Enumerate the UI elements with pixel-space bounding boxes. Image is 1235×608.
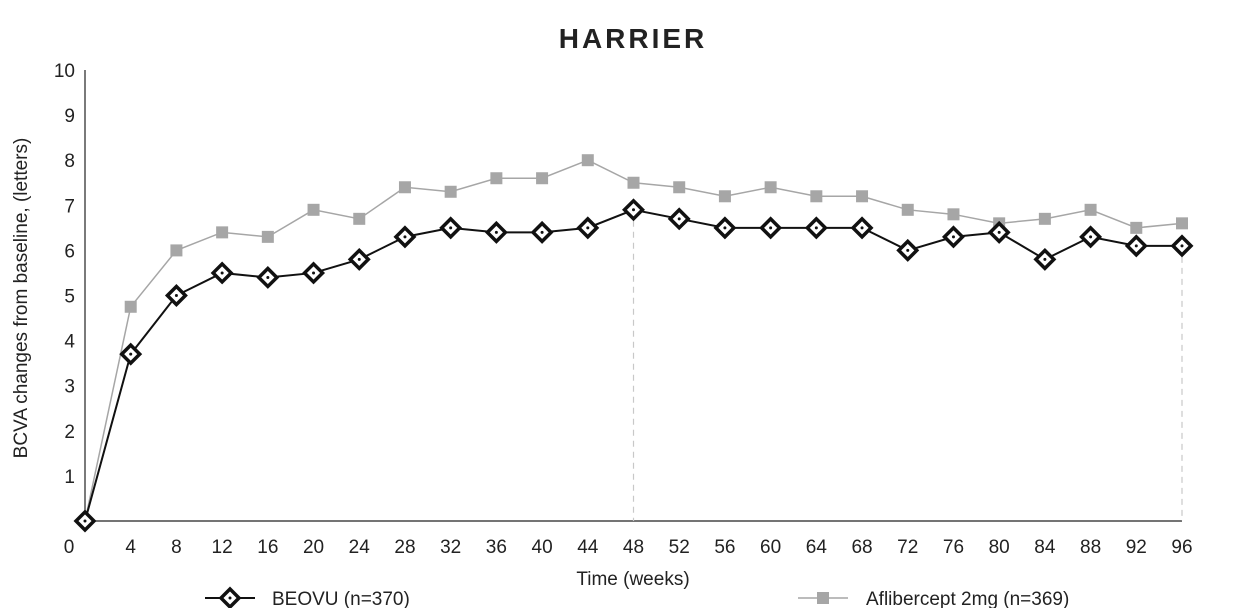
x-tick-label: 36 [486,537,507,558]
beovu-point-dot [1134,244,1138,248]
y-tick-label: 8 [64,151,75,172]
x-tick-label: 8 [171,537,182,558]
legend-aflibercept-square-marker [817,592,829,604]
x-tick-label: 20 [303,537,324,558]
beovu-point-dot [1043,257,1047,261]
beovu-point-dot [632,208,635,212]
x-tick-label: 64 [806,537,828,558]
x-tick-label: 48 [623,537,644,558]
x-tick-label: 4 [125,537,136,558]
aflibercept-point-week-36 [490,172,503,185]
x-tick-label: 16 [257,537,278,558]
aflibercept-point-week-16 [261,230,274,243]
beovu-point-dot [312,271,316,275]
aflibercept-point-week-24 [353,212,366,225]
beovu-point-dot [174,294,178,297]
y-tick-label: 1 [64,467,75,488]
x-tick-label: 76 [943,537,964,558]
x-tick-label: 84 [1034,537,1056,558]
y-tick-label: 7 [64,196,75,217]
beovu-point-dot [1089,235,1093,239]
x-tick-label: 12 [212,537,233,558]
beovu-point-dot [951,235,955,239]
x-tick-label: 0 [64,537,75,558]
x-tick-label: 60 [760,537,781,558]
x-tick-label: 56 [714,537,735,558]
y-tick-label: 5 [64,287,75,308]
chart-title: HARRIER [559,23,708,54]
aflibercept-point-week-56 [718,190,731,203]
x-tick-label: 92 [1126,537,1147,558]
beovu-point-dot [357,257,361,261]
beovu-point-dot [83,519,87,523]
x-tick-label: 28 [394,537,415,558]
aflibercept-point-week-48 [627,176,640,189]
x-tick-label: 24 [349,537,371,558]
beovu-point-dot [403,235,407,239]
aflibercept-point-week-84 [1038,212,1051,225]
beovu-point-dot [723,226,727,230]
x-tick-label: 40 [532,537,553,558]
aflibercept-point-week-40 [536,172,549,185]
beovu-point-dot [266,275,270,279]
legend: BEOVU (n=370) Aflibercept 2mg (n=369) [205,586,1069,608]
aflibercept-point-week-96 [1176,217,1188,230]
y-tick-label: 9 [64,106,75,127]
x-tick-label: 44 [577,537,599,558]
beovu-point-dot [494,230,498,234]
aflibercept-point-week-88 [1084,203,1097,216]
beovu-point-dot [586,226,590,230]
y-axis-label: BCVA changes from baseline, (letters) [11,138,32,459]
beovu-point-dot [540,230,544,234]
x-tick-label: 88 [1080,537,1101,558]
beovu-point-dot [860,226,864,230]
y-tick-label: 2 [64,422,75,443]
x-axis-label: Time (weeks) [576,569,689,590]
beovu-point-dot [129,352,133,356]
y-tick-label: 6 [64,241,75,262]
aflibercept-point-week-4 [124,300,137,313]
aflibercept-point-week-8 [170,244,183,257]
aflibercept-point-week-44 [581,154,594,167]
x-tick-label: 72 [897,537,918,558]
beovu-point-dot [449,226,453,230]
x-tick-label: 96 [1171,537,1192,558]
beovu-point-dot [906,248,910,252]
aflibercept-point-week-52 [673,181,686,194]
aflibercept-point-week-64 [810,190,823,203]
legend-beovu-label: BEOVU (n=370) [272,589,410,608]
y-tick-labels: 1 2 3 4 5 6 7 8 9 10 [54,61,76,488]
beovu-point-dot [1180,244,1184,248]
legend-item-aflibercept: Aflibercept 2mg (n=369) [798,589,1069,608]
legend-item-beovu: BEOVU (n=370) [205,586,410,608]
x-tick-label: 68 [851,537,872,558]
x-tick-label: 80 [989,537,1010,558]
beovu-point-dot [997,230,1001,234]
y-tick-label: 3 [64,377,75,398]
series-layer [73,154,1194,533]
aflibercept-point-week-20 [307,203,320,216]
aflibercept-point-week-32 [444,185,457,198]
beovu-point-dot [677,217,681,221]
aflibercept-point-week-28 [398,181,411,194]
legend-aflibercept-label: Aflibercept 2mg (n=369) [866,589,1069,608]
aflibercept-point-week-68 [856,190,869,203]
aflibercept-point-week-60 [764,181,777,194]
aflibercept-point-week-72 [901,203,914,216]
legend-beovu-marker-dot [228,596,232,600]
reference-lines [632,209,1183,521]
x-tick-labels: 0 4 8 12 16 20 24 28 32 36 40 44 48 52 56 60 64 68 72 76 80 8… [64,537,1193,558]
beovu-point-dot [814,226,818,230]
x-tick-label: 52 [669,537,690,558]
aflibercept-point-week-12 [216,226,229,239]
aflibercept-point-week-92 [1130,221,1143,234]
y-tick-label: 4 [64,332,75,353]
x-tick-label: 32 [440,537,461,558]
aflibercept-point-week-76 [947,208,960,221]
y-tick-label: 10 [54,61,75,82]
beovu-point-dot [769,226,773,230]
beovu-point-dot [220,271,224,275]
